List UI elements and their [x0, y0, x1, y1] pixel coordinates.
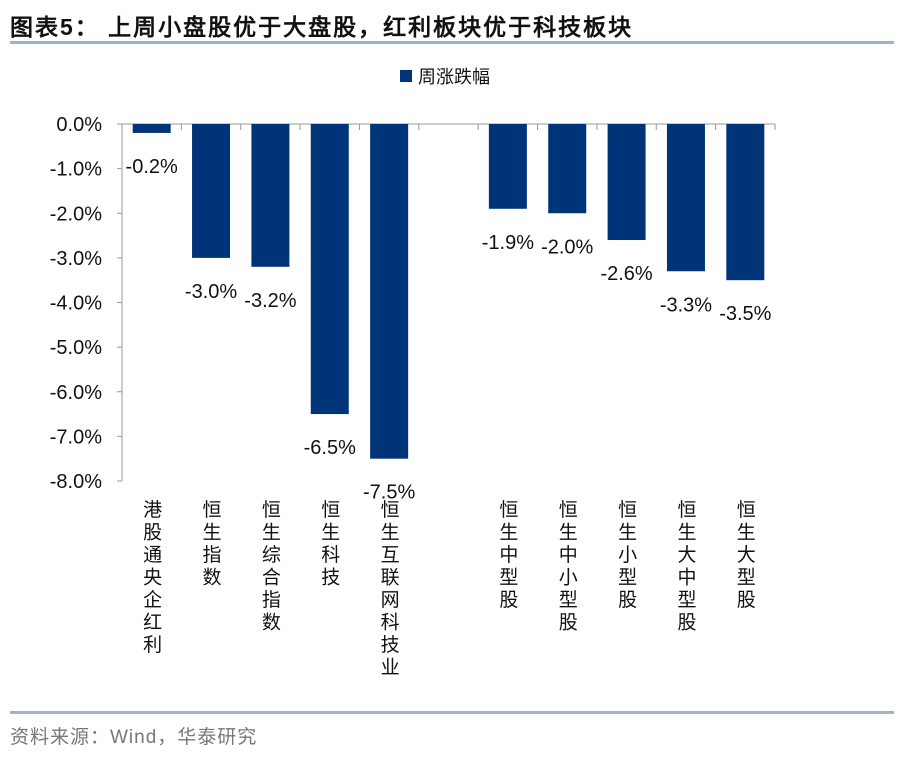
category-label: 型: [618, 567, 637, 589]
bar: [726, 124, 765, 281]
bar: [310, 124, 349, 415]
category-label: 股: [737, 590, 756, 611]
legend: 周涨跌幅: [400, 63, 490, 89]
category-label: 网: [381, 590, 400, 611]
data-label: -3.0%: [185, 281, 237, 303]
category-label: 利: [143, 634, 162, 656]
legend-swatch: [400, 70, 412, 82]
category-label: 通: [143, 544, 162, 566]
title-divider: [10, 41, 894, 44]
source-note: 资料来源：Wind，华泰研究: [10, 727, 258, 748]
category-label: 合: [262, 567, 281, 589]
category-label: 数: [262, 612, 281, 634]
y-tick-label: -6.0%: [50, 382, 102, 404]
category-label: 生: [618, 522, 637, 544]
category-label: 小: [559, 567, 578, 589]
category-label: 股: [618, 590, 637, 611]
category-label: 股: [559, 613, 578, 634]
category-label: 股: [143, 523, 162, 544]
data-label: -1.9%: [482, 232, 534, 254]
category-label: 企: [143, 589, 162, 611]
category-label: 小: [618, 544, 637, 566]
category-label: 恒: [262, 499, 281, 521]
category-label: 科: [381, 612, 400, 634]
data-label: -0.2%: [126, 156, 178, 178]
category-label: 恒: [499, 499, 518, 521]
legend-label: 周涨跌幅: [418, 67, 490, 87]
category-label: 恒: [559, 499, 578, 521]
y-tick-label: -5.0%: [50, 337, 102, 359]
category-label: 中: [677, 567, 696, 589]
data-label: -3.3%: [660, 294, 712, 316]
data-label: -3.2%: [244, 290, 296, 312]
category-label: 恒: [737, 499, 756, 521]
figure-title: 图表5： 上周小盘股优于大盘股，红利板块优于科技板块: [10, 14, 634, 40]
category-label: 型: [559, 589, 578, 611]
data-label: -3.5%: [719, 303, 771, 325]
category-label: 型: [677, 589, 696, 611]
category-label: 中: [499, 544, 518, 566]
category-label: 生: [737, 522, 756, 544]
category-label: 生: [262, 522, 281, 544]
category-label: 技: [321, 567, 340, 589]
y-tick-label: -1.0%: [50, 159, 102, 181]
category-label: 生: [499, 522, 518, 544]
category-label: 业: [381, 657, 400, 679]
bar: [251, 124, 290, 267]
category-label: 型: [737, 567, 756, 589]
category-label: 生: [381, 522, 400, 544]
bar: [666, 124, 705, 272]
category-label: 恒: [618, 499, 637, 521]
bar: [132, 124, 171, 133]
category-label: 生: [321, 522, 340, 544]
category-label: 央: [143, 567, 162, 589]
bar: [607, 124, 646, 241]
y-tick-label: 0.0%: [56, 114, 102, 136]
y-tick-label: -8.0%: [50, 471, 102, 493]
data-label: -2.6%: [600, 263, 652, 285]
y-tick-label: -4.0%: [50, 293, 102, 315]
y-tick-label: -7.0%: [50, 426, 102, 448]
category-label: 互: [381, 545, 400, 566]
data-label: -6.5%: [304, 437, 356, 459]
category-label: 大: [737, 544, 756, 566]
category-label: 恒: [321, 499, 340, 521]
category-label: 恒: [203, 499, 222, 521]
category-label: 型: [499, 567, 518, 589]
bar: [488, 124, 527, 209]
bar: [370, 124, 409, 459]
category-label: 中: [559, 544, 578, 566]
category-label: 股: [677, 613, 696, 634]
category-label: 指: [203, 544, 222, 566]
category-label: 股: [499, 590, 518, 611]
category-label: 联: [381, 567, 400, 589]
y-tick-label: -3.0%: [50, 248, 102, 270]
category-label: 恒: [677, 499, 696, 521]
footer-divider: [10, 711, 894, 714]
category-label: 科: [321, 544, 340, 566]
category-label: 指: [262, 589, 281, 611]
bar: [192, 124, 231, 258]
category-label: 综: [262, 544, 281, 566]
category-label: 港: [143, 499, 162, 521]
category-label: 生: [203, 522, 222, 544]
category-label: 生: [559, 522, 578, 544]
category-label: 恒: [381, 499, 400, 521]
category-label: 大: [677, 544, 696, 566]
data-label: -2.0%: [541, 236, 593, 258]
bar: [548, 124, 587, 214]
data-label: -7.5%: [363, 482, 415, 504]
y-tick-label: -2.0%: [50, 203, 102, 225]
category-label: 技: [381, 634, 400, 656]
category-label: 生: [677, 522, 696, 544]
category-label: 红: [143, 612, 162, 634]
category-label: 数: [203, 567, 222, 589]
